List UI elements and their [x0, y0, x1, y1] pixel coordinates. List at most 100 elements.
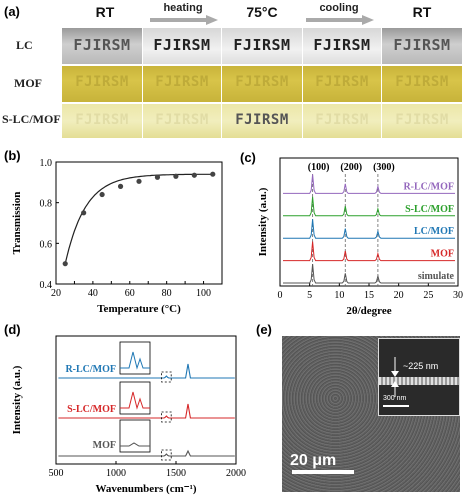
data-point	[117, 183, 124, 189]
x-tick-label: 500	[49, 468, 64, 479]
data-point	[62, 261, 68, 267]
transmission-chart: 20 40 60 80 100 0.4 0.6 0.8 1.0 Temperature (°C) T…	[11, 158, 223, 315]
x-tick-label: 0	[278, 290, 283, 301]
x-tick-label: 30	[453, 290, 463, 301]
slc-mof-image-2: FJIRSM	[143, 104, 221, 138]
slc-mof-image-3: FJIRSM	[222, 104, 302, 138]
series-label: simulate	[418, 271, 455, 282]
data-point	[81, 210, 87, 216]
inset-measure-label: ~225 nm	[403, 361, 439, 371]
zoom-selection-box	[161, 411, 172, 423]
raman-chart: 500 1000 1500 2000 Wavenumbers (cm⁻¹) Intensi…	[11, 335, 246, 495]
x-tick-label: 60	[125, 288, 135, 299]
raman-series-line	[58, 449, 235, 457]
scale-bar-label: 20 μm	[290, 452, 337, 469]
series-label: R-LC/MOF	[403, 181, 454, 192]
plot-frame	[55, 335, 237, 465]
zoom-inset-box	[119, 419, 151, 453]
column-header-rt-2: RT	[412, 4, 432, 20]
lc-image-1: FJIRSM	[62, 28, 142, 64]
mof-image-3: FJIRSM	[222, 66, 302, 102]
x-tick-label: 15	[364, 290, 374, 301]
x-tick-label: 1500	[166, 468, 186, 479]
column-header-75c: 75°C	[246, 4, 278, 20]
zoom-selection-box	[161, 449, 172, 461]
peak-label: (200)	[340, 162, 362, 173]
peak-label: (300)	[373, 162, 395, 173]
data-point	[191, 172, 197, 178]
inset-scale-bar	[383, 405, 409, 407]
raman-series-line	[58, 403, 235, 419]
data-point	[210, 171, 216, 177]
x-tick-label: 25	[423, 290, 433, 301]
x-tick-label: 80	[162, 288, 172, 299]
xrd-chart: 0 5 10 15 20 25 30 2θ/degree Intensity (a.u.) (1…	[257, 157, 463, 317]
zoom-selection-box	[161, 371, 172, 383]
sem-image: ~225 nm 300 nm 20 μm	[282, 336, 460, 492]
heating-arrow-icon	[150, 15, 218, 25]
x-tick-label: 10	[334, 290, 344, 301]
x-tick-label: 100	[196, 288, 211, 299]
lc-image-4: FJIRSM	[303, 28, 381, 64]
mof-image-5: FJIRSM	[382, 66, 462, 102]
xrd-series-line	[283, 174, 455, 194]
inset-film-layer	[379, 377, 459, 385]
y-tick-label: 0.6	[40, 239, 53, 250]
zoom-inset-line	[120, 351, 150, 370]
x-tick-label: 40	[88, 288, 98, 299]
mof-image-1: FJIRSM	[62, 66, 142, 102]
row-label-slc-mof: S-LC/MOF	[2, 112, 61, 126]
measure-arrow-icon	[391, 357, 399, 397]
fit-curve	[64, 173, 213, 264]
peak-label: (100)	[308, 162, 330, 173]
inset-scale-label: 300 nm	[383, 395, 407, 402]
series-label: MOF	[93, 440, 116, 451]
row-label-lc: LC	[16, 38, 33, 52]
slc-mof-image-4: FJIRSM	[303, 104, 381, 138]
cooling-arrow-icon	[306, 15, 374, 25]
scale-bar	[292, 470, 354, 474]
panel-a-label: (a)	[4, 4, 20, 19]
x-axis-title: Wavenumbers (cm⁻¹)	[95, 483, 196, 495]
y-tick-label: 1.0	[40, 158, 53, 169]
lc-image-3: FJIRSM	[222, 28, 302, 64]
lc-image-5: FJIRSM	[382, 28, 462, 64]
data-point	[154, 174, 161, 180]
y-tick-label: 0.4	[40, 280, 53, 291]
zoom-inset-line	[120, 442, 150, 447]
zoom-inset-line	[120, 391, 150, 410]
y-axis-title: Transmission	[11, 192, 23, 255]
data-point	[136, 178, 142, 184]
panel-c-label: (c)	[240, 150, 256, 165]
data-point	[99, 191, 105, 198]
mof-image-2: FJIRSM	[143, 66, 221, 102]
y-axis-title: Intensity (a.u.)	[257, 187, 269, 256]
plot-frame	[279, 157, 459, 287]
xrd-series-line	[283, 263, 455, 284]
slc-mof-image-1: FJIRSM	[62, 104, 142, 138]
panel-e-label: (e)	[256, 322, 272, 337]
sem-inset: ~225 nm 300 nm	[378, 338, 460, 416]
xrd-series-line	[283, 196, 455, 217]
plot-frame	[55, 161, 223, 285]
raman-series-line	[58, 363, 235, 379]
x-axis-title: Temperature (°C)	[97, 303, 181, 315]
x-tick-label: 1000	[106, 468, 126, 479]
x-tick-label: 2000	[226, 468, 246, 479]
row-label-mof: MOF	[14, 76, 42, 90]
panel-d-label: (d)	[4, 322, 21, 337]
series-label: MOF	[431, 249, 454, 260]
data-point	[173, 173, 179, 179]
x-axis-title: 2θ/degree	[346, 305, 391, 317]
mof-image-4: FJIRSM	[303, 66, 381, 102]
panel-b-label: (b)	[4, 148, 21, 163]
series-label: S-LC/MOF	[67, 404, 116, 415]
arrow-label-heating: heating	[163, 2, 203, 14]
lc-image-2: FJIRSM	[143, 28, 221, 64]
column-header-rt-1: RT	[95, 4, 115, 20]
series-label: LC/MOF	[414, 226, 454, 237]
x-tick-label: 5	[307, 290, 312, 301]
x-tick-label: 20	[394, 290, 404, 301]
slc-mof-image-5: FJIRSM	[382, 104, 462, 138]
series-label: R-LC/MOF	[65, 364, 116, 375]
